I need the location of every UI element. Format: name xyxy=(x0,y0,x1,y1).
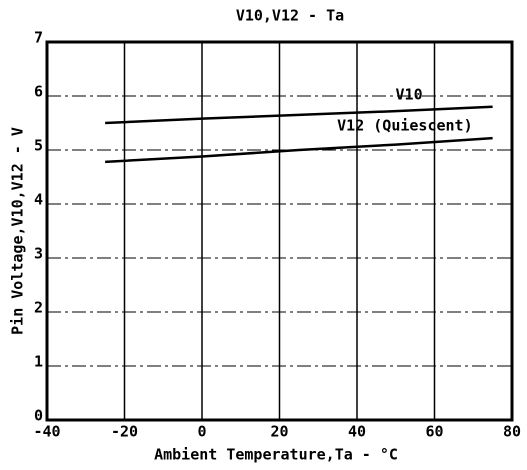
series-label: V10 xyxy=(396,85,423,103)
chart-title: V10,V12 - Ta xyxy=(236,7,344,25)
x-tick-label: 0 xyxy=(197,423,206,441)
y-axis-label: Pin Voltage,V10,V12 - V xyxy=(9,127,27,335)
x-tick-label: -40 xyxy=(33,423,60,441)
y-tick-label: 7 xyxy=(34,29,43,47)
y-tick-label: 5 xyxy=(34,137,43,155)
series-line xyxy=(105,136,493,164)
x-tick-label: -20 xyxy=(111,423,138,441)
x-tick-label: 40 xyxy=(348,423,366,441)
x-tick-label: 20 xyxy=(270,423,288,441)
y-tick-label: 4 xyxy=(34,191,43,209)
y-tick-label: 2 xyxy=(34,299,43,317)
y-tick-label: 3 xyxy=(34,245,43,263)
y-tick-label: 0 xyxy=(34,407,43,425)
y-tick-label: 1 xyxy=(34,353,43,371)
y-tick-label: 6 xyxy=(34,83,43,101)
series-line xyxy=(105,105,493,125)
x-axis-label: Ambient Temperature,Ta - °C xyxy=(154,446,398,464)
x-tick-label: 80 xyxy=(503,423,521,441)
series-label: V12 (Quiescent) xyxy=(337,117,472,135)
x-tick-label: 60 xyxy=(425,423,443,441)
